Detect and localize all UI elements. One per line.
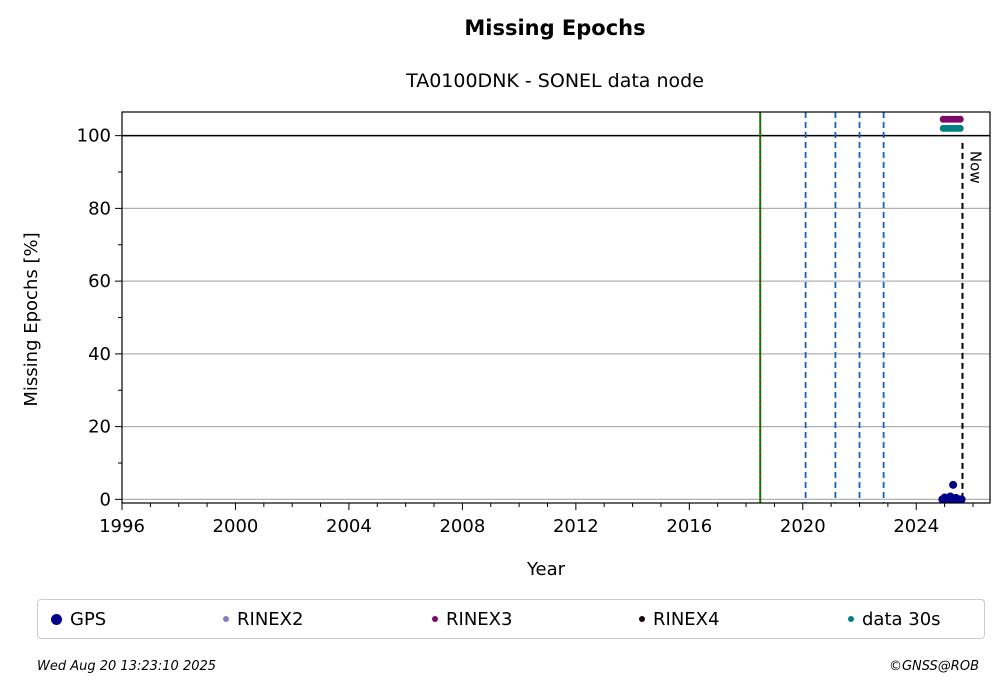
legend-marker [51, 613, 62, 625]
legend-marker [639, 616, 645, 622]
chart-subtitle: TA0100DNK - SONEL data node [406, 70, 704, 92]
legend-label: data 30s [862, 608, 941, 630]
legend-label: GPS [70, 608, 107, 630]
x-tick-label: 2016 [666, 516, 712, 537]
data-point [956, 124, 964, 132]
legend-label: RINEX2 [237, 608, 304, 630]
x-tick-label: 2024 [893, 516, 939, 537]
legend-marker [223, 616, 229, 622]
chart-legend: GPS RINEX2 RINEX3 RINEX4 data 30s [37, 599, 985, 639]
footer-credit: ©GNSS@ROB [888, 659, 979, 674]
x-tick-label: 2012 [553, 516, 599, 537]
legend-marker [432, 616, 438, 622]
legend-marker [848, 616, 854, 622]
y-tick-label: 100 [77, 126, 111, 147]
legend-item: GPS [51, 608, 106, 630]
y-tick-label: 0 [100, 489, 111, 510]
now-label: Now [966, 151, 984, 184]
x-tick-label: 2000 [213, 516, 259, 537]
y-axis-label: Missing Epochs [%] [21, 232, 42, 406]
y-tick-label: 20 [88, 417, 111, 438]
x-tick-label: 2008 [439, 516, 485, 537]
legend-label: RINEX3 [446, 608, 513, 630]
y-tick-label: 40 [88, 344, 111, 365]
data-point [956, 115, 964, 123]
data-point [949, 480, 958, 489]
legend-item: RINEX3 [432, 608, 512, 630]
chart-title: Missing Epochs [464, 16, 646, 40]
legend-item: RINEX4 [639, 608, 719, 630]
x-tick-label: 1996 [99, 516, 145, 537]
y-tick-label: 80 [88, 198, 111, 219]
legend-item: data 30s [848, 608, 941, 630]
plot-frame [121, 111, 991, 504]
x-tick-label: 2020 [780, 516, 826, 537]
chart-svg: Now 1996 2000 2004 2008 2012 2016 2020 2024 0 20 40… [21, 111, 991, 580]
x-tick-label: 2004 [326, 516, 372, 537]
legend-item: RINEX2 [223, 608, 303, 630]
x-axis-label: Year [526, 559, 566, 580]
legend-label: RINEX4 [653, 608, 720, 630]
footer-timestamp: Wed Aug 20 13:23:10 2025 [37, 659, 217, 674]
data-point [951, 493, 960, 502]
y-tick-label: 60 [88, 271, 111, 292]
